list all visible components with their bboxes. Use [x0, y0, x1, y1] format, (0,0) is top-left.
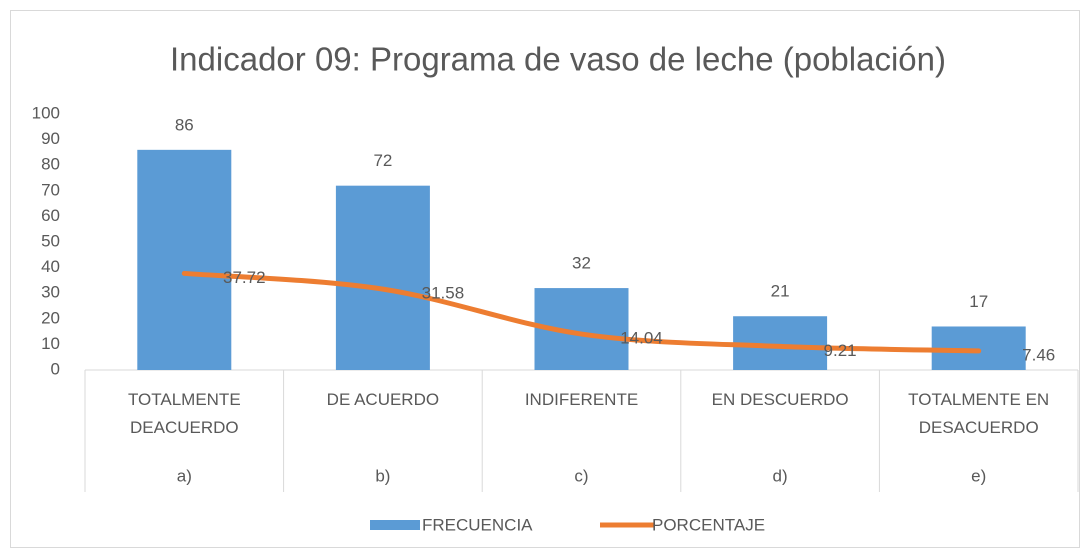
x-group-label: d) — [773, 466, 788, 485]
x-tick-label: TOTALMENTE DEACUERDO — [127, 390, 241, 437]
data-label: 14.04 — [620, 329, 663, 348]
data-label: 32 — [572, 254, 591, 273]
bar — [137, 149, 232, 370]
line — [181, 270, 982, 354]
legend-label: FRECUENCIA — [422, 515, 533, 534]
y-tick-label: 70 — [41, 180, 60, 199]
chart-title: Indicador 09: Programa de vaso de leche … — [170, 41, 946, 78]
x-group-label: b) — [375, 466, 390, 485]
data-label: 9.21 — [824, 341, 857, 360]
data-label: 72 — [373, 151, 392, 170]
y-tick-label: 50 — [41, 231, 60, 250]
x-group-label: a) — [177, 466, 192, 485]
y-tick-label: 10 — [41, 334, 60, 353]
x-tick-label: INDIFERENTE — [524, 390, 639, 409]
y-tick-label: 30 — [41, 283, 60, 302]
y-tick-label: 60 — [41, 206, 60, 225]
y-tick-label: 100 — [32, 103, 60, 122]
y-tick-label: 90 — [41, 129, 60, 148]
data-label: 86 — [175, 115, 194, 134]
x-tick-label: EN DESCUERDO — [711, 390, 849, 409]
y-tick-label: 0 — [51, 359, 60, 378]
y-tick-label: 80 — [41, 155, 60, 174]
data-label: 17 — [969, 292, 988, 311]
x-tick-label: TOTALMENTE EN DESACUERDO — [908, 390, 1050, 437]
legend-swatch — [370, 520, 420, 530]
x-tick-label: DE ACUERDO — [326, 390, 440, 409]
data-label: 21 — [771, 282, 790, 301]
bar — [335, 185, 430, 370]
x-group-label: c) — [574, 466, 588, 485]
x-group-label: e) — [971, 466, 986, 485]
data-label: 37.72 — [223, 268, 266, 287]
y-tick-label: 40 — [41, 257, 60, 276]
legend-label: PORCENTAJE — [652, 515, 765, 534]
data-label: 31.58 — [422, 284, 465, 303]
y-tick-label: 20 — [41, 308, 60, 327]
data-label: 7.46 — [1022, 345, 1055, 364]
